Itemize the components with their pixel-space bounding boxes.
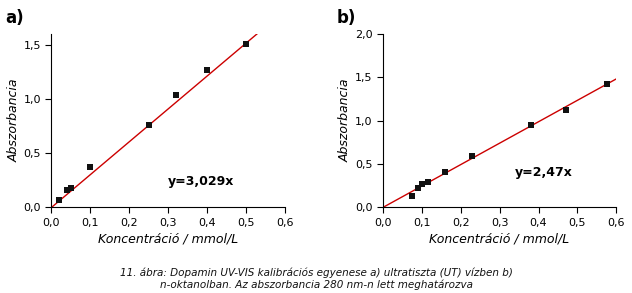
Text: y=2,47x: y=2,47x [515,166,573,179]
Point [561,108,571,113]
Point [143,123,154,127]
Point [66,185,76,190]
Point [62,188,72,193]
Text: a): a) [5,9,23,27]
Text: b): b) [336,9,356,27]
Point [423,180,433,185]
Point [407,194,417,199]
Point [171,92,181,97]
Point [440,170,450,174]
Point [202,67,212,72]
Point [467,154,477,159]
Point [54,197,64,202]
Y-axis label: Abszorbancia: Abszorbancia [339,79,352,162]
Point [85,165,95,170]
Point [602,82,612,87]
Point [416,182,427,186]
X-axis label: Koncentráció / mmol/L: Koncentráció / mmol/L [430,232,569,245]
Point [413,186,423,191]
Y-axis label: Abszorbancia: Abszorbancia [8,79,21,162]
Text: 11. ábra: Dopamin UV-VIS kalibrációs egyenese a) ultratiszta (UT) vízben b)
n-ok: 11. ábra: Dopamin UV-VIS kalibrációs egy… [119,268,513,290]
Text: y=3,029x: y=3,029x [168,175,234,188]
Point [526,123,536,127]
Point [241,41,251,46]
X-axis label: Koncentráció / mmol/L: Koncentráció / mmol/L [98,232,238,245]
